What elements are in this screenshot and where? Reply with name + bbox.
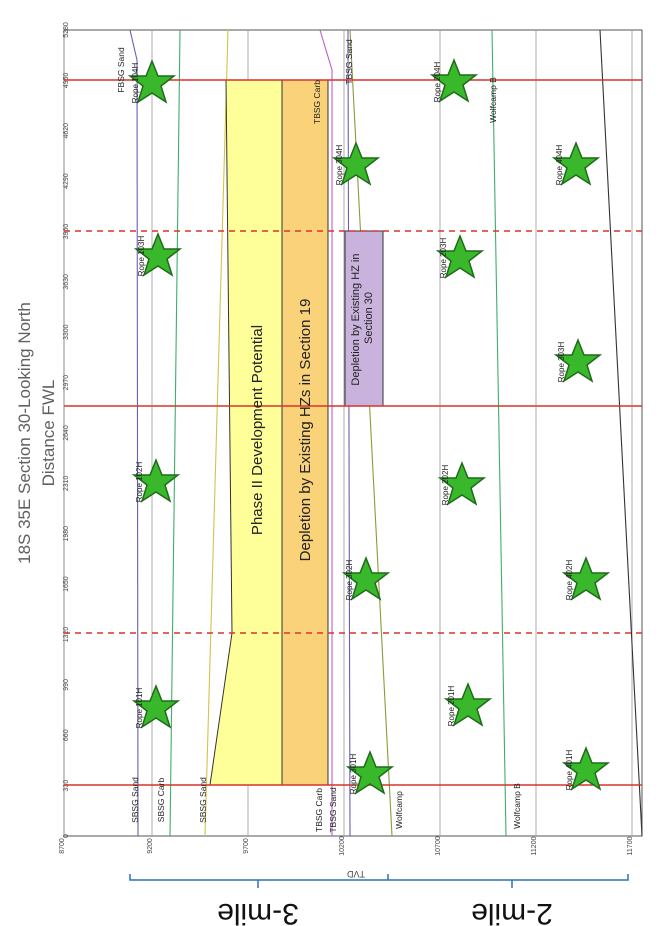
chart-title: 18S 35E Section 30-Looking North [15,302,34,564]
tvd-tick-label: 9200 [147,838,154,854]
deep-line [599,29,643,837]
well-label: Rope 301H [349,754,358,795]
distance-tick-label: 3630 [63,274,70,290]
formation-label: TBSG Carb [312,80,322,124]
sbsg-sand-line [204,29,229,837]
tvd-axis: 8700 9200 9700 10200 10700 11200 11700 [59,836,634,856]
formation-label: Wolfcamp B [512,783,522,829]
fbsg-sand-line [129,29,139,837]
tvd-tick-label: 10200 [339,836,346,856]
depletion19-zone [281,79,329,786]
distance-tick-label: 3300 [63,324,70,340]
depletion30-zone [344,230,384,407]
formation-label: SBSG Sand [198,777,208,823]
well-label: Rope 303H [557,342,566,383]
tbsg-carb-line [319,29,333,836]
formation-label: TBSG Sand [344,39,354,85]
distance-tick-label: 660 [63,729,70,741]
distance-tick-label: 2640 [63,425,70,441]
well-label: Rope 203H [439,238,448,279]
well-label: Rope 404H [555,145,564,186]
chart-subtitle: Distance FWL [39,380,58,487]
well-label: Rope 202H [441,465,450,506]
distance-tick-label: 1650 [63,576,70,592]
section-lines [64,79,642,786]
formation-label: SBSG Sand [130,777,140,823]
brackets [129,874,629,888]
bracket-label-3-mile: 3-mile [217,897,299,926]
well-label: Rope 103H [137,236,146,277]
tvd-tick-label: 11700 [627,836,634,855]
phase2-label: Phase II Development Potential [249,325,266,535]
tvd-tick-label: 9700 [243,838,250,854]
well-label: Rope 402H [565,560,574,601]
well-label: Rope 201H [447,686,456,727]
distance-tick-label: 990 [63,679,70,691]
distance-tick-label: 2970 [63,375,70,391]
tvd-tick-label: 11200 [531,836,538,855]
depletion19-label: Depletion by Existing HZs in Section 19 [297,299,314,562]
well-label: Rope 304H [335,145,344,186]
formation-lines [129,29,643,837]
well-label: Rope 204H [433,62,442,103]
distance-tick-label: 1320 [63,627,70,643]
formation-label: SBSG Carb [156,778,166,823]
distance-tick-label: 4290 [63,173,70,189]
formation-label: TBSG Sand [328,787,338,833]
distance-tick-label: 5280 [63,22,70,38]
well-label: Rope 302H [345,560,354,601]
tvd-axis-label: TVD [346,869,365,879]
well-label: Rope 102H [135,462,144,503]
formation-label: FBSG Sand [116,47,126,93]
bracket-label-2-mile: 2-mile [471,897,553,926]
depletion30-label: Depletion by Existing HZ in Section 30 [350,250,375,385]
well-markers: Rope 101H Rope 102H Rope 103H Rope 104H Rope… [129,59,609,795]
well-label: Rope 401H [565,750,574,791]
formation-label: Wolfcamp [394,791,404,829]
well-label: Rope 104H [131,63,140,104]
distance-tick-label: 1980 [63,526,70,542]
formation-labels: FBSG Sand SBSG Sand SBSG Carb SBSG Sand TBSG… [116,39,522,833]
formation-label: Wolfcamp B [488,77,498,123]
well-label: Rope 101H [135,688,144,729]
distance-tick-label: 0 [63,834,70,838]
wolfcamp-b-line [491,29,507,837]
formation-label: TBSG Carb [314,788,324,832]
tvd-tick-label: 8700 [59,838,66,854]
distance-tick-label: 4620 [63,123,70,139]
distance-tick-label: 2310 [63,475,70,491]
tvd-tick-label: 10700 [435,836,442,856]
